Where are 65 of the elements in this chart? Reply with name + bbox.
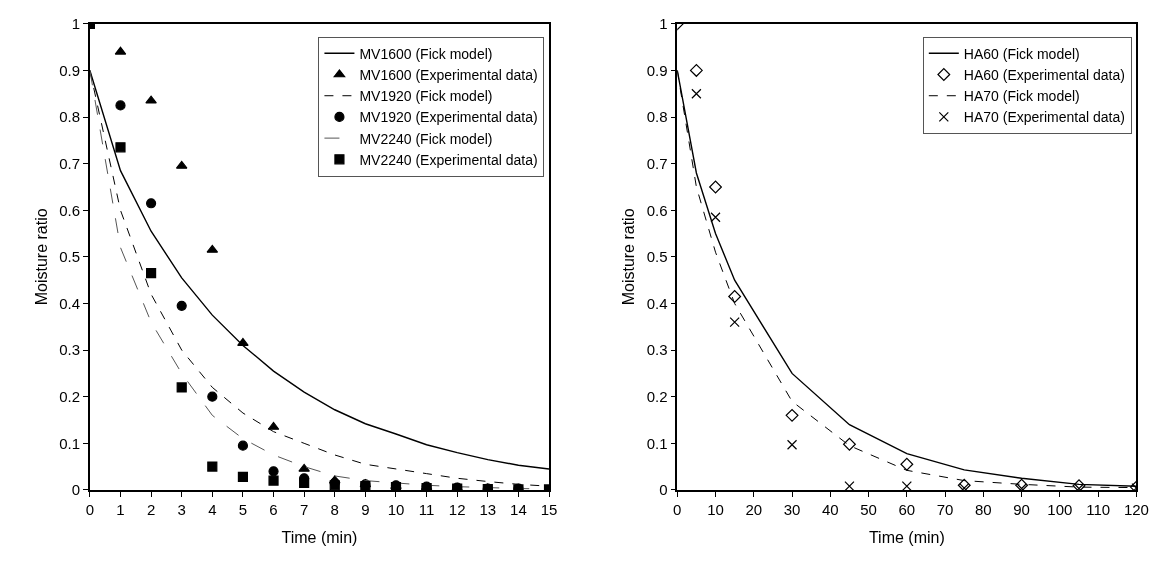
y-tick-label: 1	[71, 15, 81, 33]
y-tick-label: 0	[71, 481, 81, 499]
y-tick-label: 0.4	[59, 294, 81, 312]
x-tick-label: 1	[116, 500, 125, 518]
y-tick-label: 0.9	[59, 61, 81, 79]
legend-label: MV2240 (Fick model)	[359, 130, 493, 147]
x-tick-label: 60	[898, 500, 916, 518]
x-tick-label: 50	[860, 500, 877, 518]
x-tick-label: 30	[783, 500, 801, 518]
legend-label: HA60 (Fick model)	[963, 45, 1080, 62]
x-tick-label: 40	[821, 500, 839, 518]
y-tick-label: 0	[659, 481, 668, 499]
y-axis-title: Moisture ratio	[32, 208, 50, 306]
y-tick-label: 0.7	[646, 154, 668, 172]
y-tick-label: 0.1	[59, 434, 81, 452]
x-tick-label: 80	[975, 500, 992, 518]
y-tick-label: 0.4	[646, 294, 668, 312]
x-tick-label: 6	[269, 500, 278, 518]
x-tick-label: 70	[936, 500, 954, 518]
legend-label: MV1920 (Experimental data)	[359, 109, 538, 126]
y-tick-label: 0.2	[646, 387, 668, 405]
y-tick-label: 1	[659, 15, 668, 33]
x-tick-label: 5	[238, 500, 248, 518]
x-tick-label: 0	[673, 500, 682, 518]
x-tick-label: 110	[1086, 500, 1111, 518]
x-tick-label: 12	[448, 500, 466, 518]
y-tick-label: 0.6	[646, 201, 668, 219]
x-tick-label: 10	[387, 500, 405, 518]
y-axis-title: Moisture ratio	[620, 208, 638, 306]
legend-label: HA70 (Experimental data)	[963, 109, 1125, 126]
y-tick-label: 0.7	[59, 154, 81, 172]
x-tick-label: 14	[510, 500, 527, 518]
y-tick-label: 0.5	[59, 248, 81, 266]
x-tick-label: 2	[146, 500, 156, 518]
x-tick-label: 100	[1047, 500, 1073, 518]
y-tick-label: 0.8	[646, 108, 668, 126]
x-tick-label: 0	[85, 500, 95, 518]
legend-label: MV2240 (Experimental data)	[359, 151, 538, 168]
x-tick-label: 9	[361, 500, 370, 518]
y-tick-label: 0.3	[646, 341, 668, 359]
y-tick-label: 0.5	[646, 248, 668, 266]
legend-label: HA60 (Experimental data)	[963, 66, 1125, 83]
x-tick-label: 90	[1013, 500, 1030, 518]
y-tick-label: 0.3	[59, 341, 81, 359]
y-tick-label: 0.2	[59, 387, 81, 405]
y-tick-label: 0.9	[646, 61, 668, 79]
x-tick-label: 13	[479, 500, 497, 518]
legend-label: MV1920 (Fick model)	[359, 88, 493, 105]
x-tick-label: 11	[418, 500, 435, 518]
x-tick-label: 4	[208, 500, 217, 518]
x-tick-label: 3	[177, 500, 186, 518]
x-tick-label: 8	[330, 500, 339, 518]
x-tick-label: 10	[707, 500, 724, 518]
x-axis-title: Time (min)	[868, 528, 945, 546]
x-tick-label: 7	[299, 500, 309, 518]
y-tick-label: 0.8	[59, 108, 81, 126]
y-tick-label: 0.6	[59, 201, 81, 219]
legend-label: MV1600 (Fick model)	[359, 45, 493, 62]
x-axis-title: Time (min)	[281, 528, 358, 546]
legend-label: MV1600 (Experimental data)	[359, 66, 538, 83]
x-tick-label: 120	[1123, 500, 1149, 518]
legend-label: HA70 (Fick model)	[963, 88, 1080, 105]
y-tick-label: 0.1	[646, 434, 668, 452]
x-tick-label: 20	[745, 500, 763, 518]
x-tick-label: 15	[540, 500, 558, 518]
